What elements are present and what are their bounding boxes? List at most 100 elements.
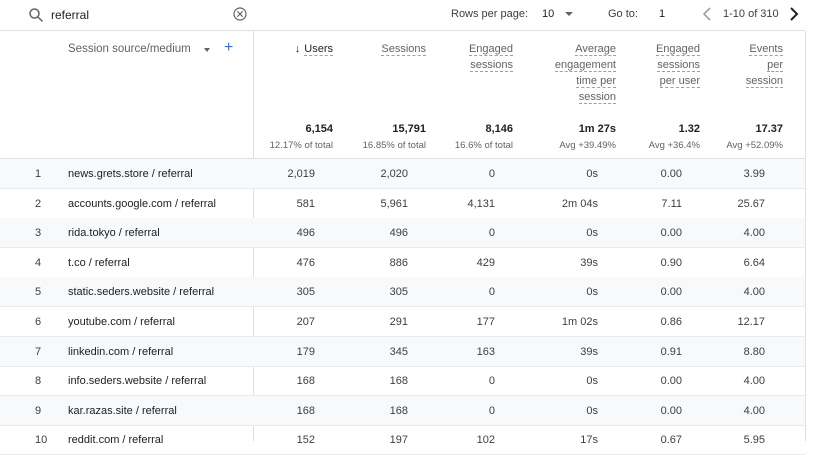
row-dimension[interactable]: accounts.google.com / referral: [68, 197, 216, 210]
chevron-right-icon[interactable]: [786, 5, 802, 23]
row-metric-value: 0.91: [660, 345, 682, 358]
table-row[interactable]: 2 accounts.google.com / referral 581 5,961 4…: [0, 189, 805, 219]
row-index: 6: [35, 316, 42, 328]
column-header-label: session: [745, 75, 783, 88]
row-metric-value: 0s: [586, 227, 598, 240]
row-metric-value: 476: [296, 256, 315, 269]
row-metric-value: 4.00: [743, 286, 765, 299]
row-index: 4: [35, 256, 42, 269]
row-metric-value: 168: [389, 375, 408, 388]
column-header-engaged-sessions[interactable]: Engaged sessions: [468, 41, 513, 73]
column-header-label: Engaged: [655, 43, 700, 56]
table-row[interactable]: 4 t.co / referral 476 886 429 39s 0.90 6.64: [0, 248, 805, 278]
row-index: 8: [35, 375, 42, 388]
total-value: 15,791: [392, 123, 426, 135]
row-index: 7: [35, 345, 42, 358]
table-row[interactable]: 5 static.seders.website / referral 305 305 0…: [0, 277, 805, 308]
column-header-label: Average: [575, 43, 616, 56]
row-dimension[interactable]: news.grets.store / referral: [68, 168, 193, 180]
total-percent: 16.85% of total: [362, 140, 426, 151]
table-row[interactable]: 3 rida.tokyo / referral 496 496 0 0s 0.00 4.00: [0, 218, 805, 249]
row-metric-value: 0.00: [660, 227, 682, 240]
row-metric-value: 496: [389, 227, 408, 240]
row-metric-value: 3.99: [743, 168, 765, 180]
arrow-down-icon: ↓: [294, 43, 301, 55]
column-header-label: Users: [304, 43, 333, 56]
row-dimension[interactable]: kar.razas.site / referral: [68, 404, 177, 417]
row-metric-value: 0: [488, 404, 495, 417]
goto-page-input[interactable]: 1: [659, 8, 666, 20]
row-dimension[interactable]: static.seders.website / referral: [68, 286, 215, 299]
row-dimension[interactable]: youtube.com / referral: [68, 316, 175, 328]
row-metric-value: 177: [476, 316, 495, 328]
total-percent: Avg +52.09%: [726, 140, 783, 151]
table-row[interactable]: 10 reddit.com / referral 152 197 102 17s 0.67 5…: [0, 425, 805, 455]
total-value: 8,146: [485, 123, 513, 135]
chevron-down-icon[interactable]: [565, 12, 573, 16]
column-header-label: Sessions: [381, 43, 426, 56]
search-input[interactable]: [51, 7, 211, 23]
row-metric-value: 12.17: [737, 316, 765, 328]
row-metric-value: 5.95: [743, 434, 765, 447]
row-dimension[interactable]: rida.tokyo / referral: [68, 227, 160, 240]
table-row[interactable]: 6 youtube.com / referral 207 291 177 1m 02s 0.…: [0, 307, 805, 337]
divider: [0, 158, 805, 159]
row-metric-value: 0.90: [660, 256, 682, 269]
row-metric-value: 168: [389, 404, 408, 417]
total-percent: 12.17% of total: [269, 140, 333, 151]
row-metric-value: 8.80: [743, 345, 765, 358]
clear-icon[interactable]: [231, 5, 249, 23]
row-metric-value: 0s: [586, 404, 598, 417]
row-metric-value: 168: [296, 404, 315, 417]
row-dimension[interactable]: t.co / referral: [68, 256, 130, 269]
column-header-label: session: [578, 91, 616, 104]
column-header-engaged-sessions-per-user[interactable]: Engaged sessions per user: [655, 41, 700, 89]
rows-per-page-select[interactable]: 10: [542, 8, 555, 20]
row-metric-value: 4.00: [743, 404, 765, 417]
row-metric-value: 291: [389, 316, 408, 328]
plus-icon[interactable]: +: [224, 39, 234, 56]
row-metric-value: 4,131: [467, 197, 495, 210]
row-index: 5: [35, 286, 42, 299]
row-metric-value: 581: [296, 197, 315, 210]
row-metric-value: 0.00: [660, 286, 682, 299]
total-percent: 16.6% of total: [454, 140, 513, 151]
column-header-avg-engagement-time[interactable]: Average engagement time per session: [554, 41, 616, 105]
row-dimension[interactable]: info.seders.website / referral: [68, 375, 207, 388]
table-row[interactable]: 8 info.seders.website / referral 168 168 0 0s…: [0, 366, 805, 397]
row-metric-value: 39s: [580, 345, 598, 358]
table-row[interactable]: 1 news.grets.store / referral 2,019 2,020 0 0…: [0, 159, 805, 189]
total-value: 1m 27s: [578, 123, 616, 135]
row-metric-value: 429: [476, 256, 495, 269]
row-metric-value: 2,019: [287, 168, 315, 180]
row-metric-value: 305: [389, 286, 408, 299]
row-metric-value: 0s: [586, 286, 598, 299]
chevron-down-icon[interactable]: [204, 48, 210, 52]
column-header-events-per-session[interactable]: Events per session: [745, 41, 783, 89]
row-metric-value: 17s: [580, 434, 598, 447]
row-metric-value: 163: [476, 345, 495, 358]
total-value: 6,154: [305, 123, 333, 135]
row-dimension[interactable]: reddit.com / referral: [68, 434, 164, 447]
row-metric-value: 0: [488, 286, 495, 299]
column-header-label: engagement: [554, 59, 616, 72]
row-metric-value: 197: [389, 434, 408, 447]
row-dimension[interactable]: linkedin.com / referral: [68, 345, 174, 358]
row-metric-value: 0.00: [660, 168, 682, 180]
table-row[interactable]: 9 kar.razas.site / referral 168 168 0 0s 0.00 4…: [0, 395, 805, 426]
row-metric-value: 2m 04s: [561, 197, 598, 210]
row-metric-value: 305: [296, 286, 315, 299]
column-header-label: time per: [576, 75, 616, 88]
row-metric-value: 7.11: [661, 197, 682, 210]
table-row[interactable]: 7 linkedin.com / referral 179 345 163 39s 0.91…: [0, 336, 805, 367]
chevron-left-icon[interactable]: [700, 5, 716, 23]
row-metric-value: 0.00: [660, 404, 682, 417]
row-metric-value: 345: [389, 345, 408, 358]
table-toolbar: Rows per page: 10 Go to: 1 1-10 of 310: [0, 0, 823, 30]
column-header-label: Events: [749, 43, 783, 56]
row-metric-value: 207: [296, 316, 315, 328]
row-metric-value: 39s: [580, 256, 598, 269]
column-header-sessions[interactable]: Sessions: [381, 41, 426, 57]
column-header-users[interactable]: ↓ Users: [295, 41, 333, 57]
dimension-header[interactable]: Session source/medium: [68, 43, 191, 55]
